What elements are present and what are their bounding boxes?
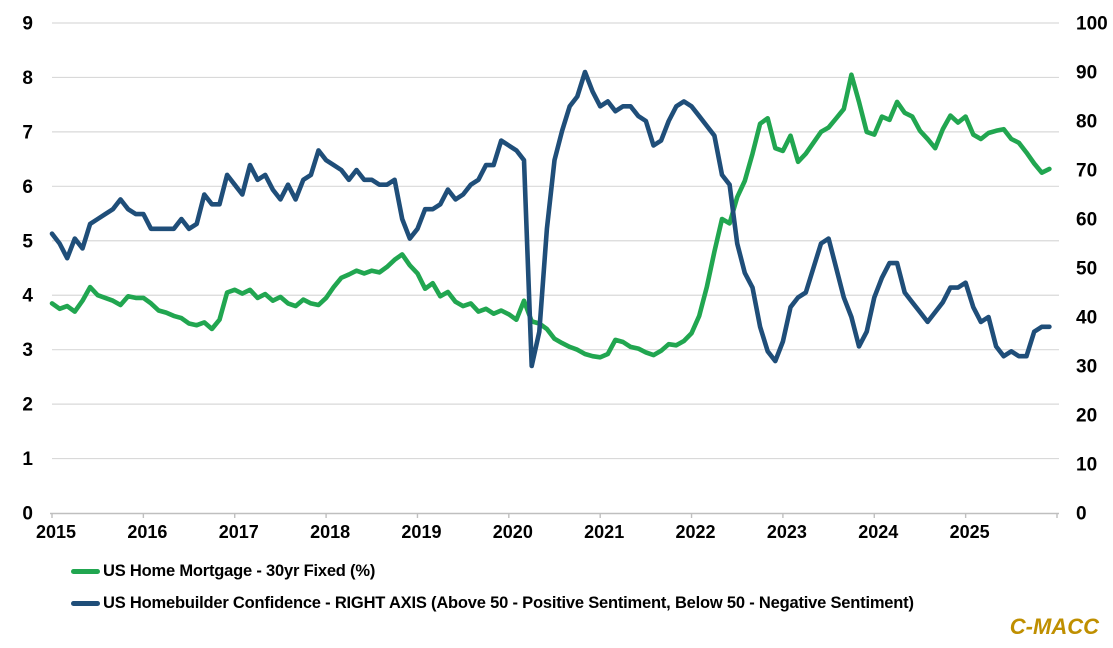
series-line-confidence <box>49 69 1052 369</box>
legend-item-confidence: US Homebuilder Confidence - RIGHT AXIS (… <box>71 590 914 616</box>
chart-legend: US Home Mortgage - 30yr Fixed (%) US Hom… <box>71 558 914 622</box>
legend-label-confidence: US Homebuilder Confidence - RIGHT AXIS (… <box>103 593 914 612</box>
x-axis-label: 2015 <box>36 522 76 542</box>
x-axis-label: 2023 <box>767 522 807 542</box>
x-axis-label: 2025 <box>950 522 990 542</box>
brand-logo: C-MACC <box>1009 614 1099 639</box>
right-axis-label: 50 <box>1076 259 1097 280</box>
series-line-mortgage <box>49 72 1052 360</box>
right-axis-label: 20 <box>1076 406 1097 427</box>
legend-label-mortgage: US Home Mortgage - 30yr Fixed (%) <box>103 561 376 580</box>
left-axis-label: 3 <box>22 340 33 361</box>
confidence-line-swatch <box>71 600 100 606</box>
x-axis-label: 2017 <box>219 522 259 542</box>
legend-item-mortgage: US Home Mortgage - 30yr Fixed (%) <box>71 558 914 584</box>
left-axis-label: 0 <box>22 504 33 525</box>
x-axis-label: 2022 <box>676 522 716 542</box>
left-axis-label: 7 <box>22 122 33 143</box>
x-axis-label: 2019 <box>401 522 441 542</box>
right-axis-label: 10 <box>1076 455 1097 476</box>
right-axis-label: 0 <box>1076 504 1087 525</box>
left-axis-label: 1 <box>22 449 33 470</box>
x-axis-label: 2021 <box>584 522 624 542</box>
left-axis-label: 2 <box>22 395 33 416</box>
x-axis-label: 2024 <box>858 522 898 542</box>
right-axis-label: 60 <box>1076 210 1097 231</box>
left-axis-label: 9 <box>22 14 33 35</box>
x-axis-label: 2018 <box>310 522 350 542</box>
right-axis-label: 30 <box>1076 357 1097 378</box>
right-axis-label: 40 <box>1076 308 1097 329</box>
right-axis-label: 90 <box>1076 63 1097 84</box>
left-axis-label: 6 <box>22 177 33 198</box>
right-axis-label: 100 <box>1076 14 1108 35</box>
x-axis-label: 2016 <box>127 522 167 542</box>
left-axis-label: 8 <box>22 68 33 89</box>
right-axis-label: 70 <box>1076 161 1097 182</box>
left-axis-label: 5 <box>22 231 33 252</box>
x-axis-label: 2020 <box>493 522 533 542</box>
right-axis-label: 80 <box>1076 112 1097 133</box>
mortgage-line-swatch <box>71 568 100 574</box>
left-axis-label: 4 <box>22 286 33 307</box>
